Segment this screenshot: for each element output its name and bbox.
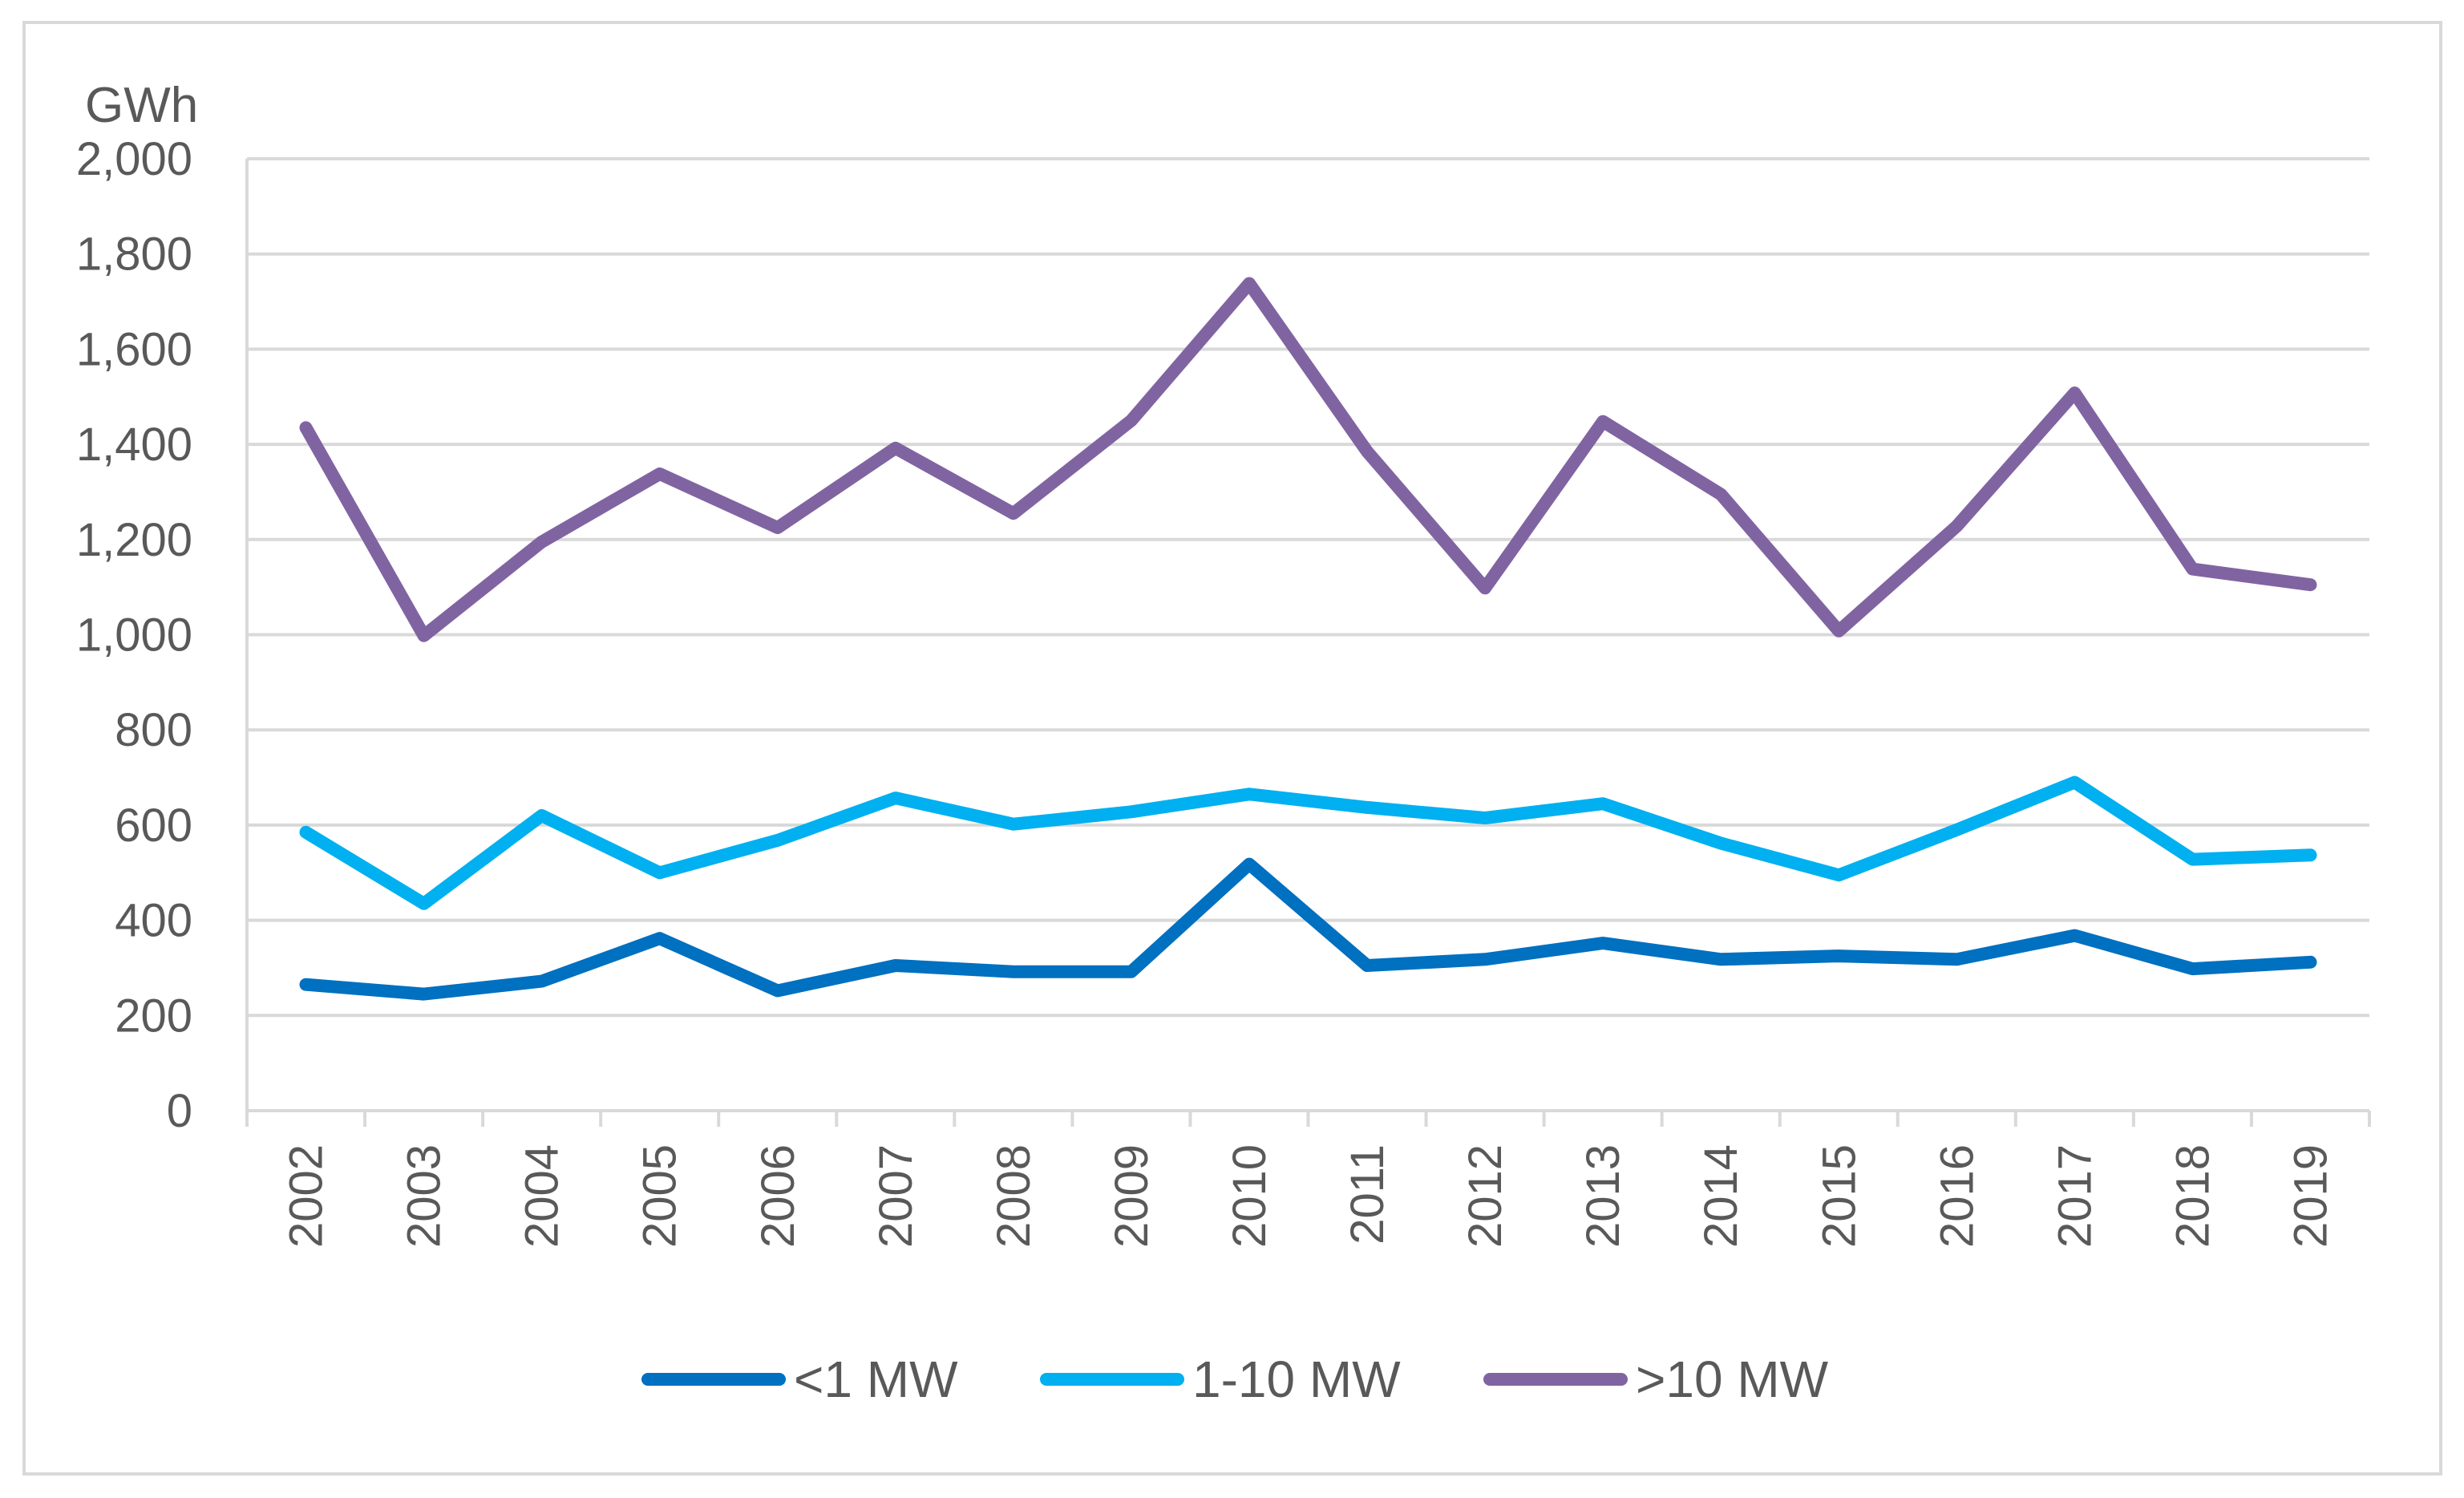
legend-label: <1 MW <box>794 1350 958 1408</box>
chart-frame <box>22 21 2442 1476</box>
x-tick-label: 2002 <box>281 1144 333 1248</box>
legend-label: 1-10 MW <box>1192 1350 1401 1408</box>
y-tick-label: 200 <box>115 990 192 1042</box>
x-tick-label: 2010 <box>1224 1144 1276 1248</box>
series-lines <box>299 277 2317 1001</box>
y-tick-label: 400 <box>115 895 192 947</box>
y-tick-label: 1,000 <box>76 609 192 662</box>
x-tick-label: 2014 <box>1695 1144 1747 1248</box>
x-tick-label: 2015 <box>1813 1144 1865 1248</box>
y-tick-label: 1,200 <box>76 514 192 566</box>
y-tick-label: 800 <box>115 704 192 756</box>
x-tick-label: 2006 <box>752 1144 804 1248</box>
series-line <box>299 857 2317 1001</box>
x-tick-label: 2016 <box>1931 1144 1983 1248</box>
x-tick-label: 2013 <box>1577 1144 1629 1248</box>
series-line <box>299 277 2317 642</box>
y-tick-label: 1,800 <box>76 229 192 281</box>
x-tick-label: 2007 <box>870 1144 922 1248</box>
x-tick-label: 2003 <box>399 1144 451 1248</box>
y-tick-label: 600 <box>115 800 192 852</box>
x-tick-label: 2017 <box>2049 1144 2101 1248</box>
series-line <box>299 775 2317 910</box>
x-tick-label: 2011 <box>1341 1144 1394 1245</box>
y-tick-label: 0 <box>167 1085 192 1137</box>
axes: 0 200 400 600 800 1,000 1,200 1,400 1,600 1,800 2,… <box>76 133 2371 1248</box>
y-axis-unit-label: GWh <box>85 78 198 133</box>
y-tick-label: 1,600 <box>76 323 192 375</box>
x-tick-label: 2009 <box>1106 1144 1158 1248</box>
y-tick-label: 2,000 <box>76 133 192 185</box>
legend-label: >10 MW <box>1636 1350 1829 1408</box>
x-tick-label: 2018 <box>2167 1144 2219 1248</box>
y-tick-label: 1,400 <box>76 419 192 471</box>
x-tick-label: 2005 <box>634 1144 686 1248</box>
x-tick-label: 2012 <box>1459 1144 1511 1248</box>
x-tick-label: 2008 <box>988 1144 1040 1248</box>
legend: <1 MW 1-10 MW >10 MW <box>641 1350 1829 1408</box>
x-tick-label: 2004 <box>516 1144 568 1248</box>
x-tick-label: 2019 <box>2284 1144 2337 1248</box>
gridlines <box>247 157 2369 1018</box>
